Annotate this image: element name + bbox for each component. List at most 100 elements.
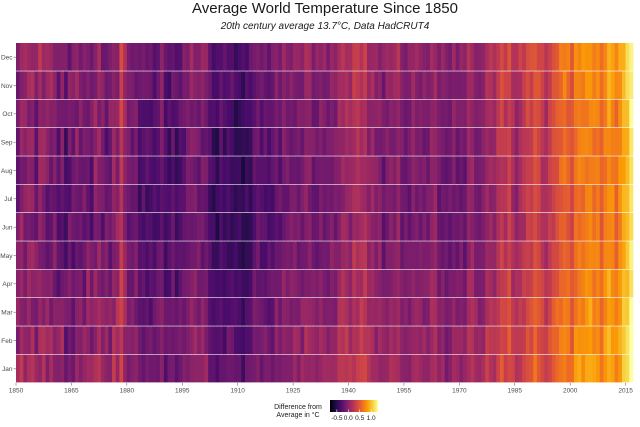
heatmap-cell [60,241,65,270]
heatmap-cell [100,354,106,383]
heatmap-cell [197,128,202,156]
heatmap-cell [466,213,471,241]
heatmap-cell [459,99,464,128]
heatmap-cell [555,326,560,355]
heatmap-cell [112,71,117,100]
heatmap-cell [559,241,564,270]
heatmap-cell [256,241,261,270]
heatmap-cell [584,184,590,213]
heatmap-cell [330,184,335,213]
heatmap-cell [573,213,578,241]
heatmap-cell [570,354,575,383]
heatmap-cell [16,156,21,185]
heatmap-cell [337,156,342,185]
heatmap-cell [60,128,65,156]
heatmap-cell [278,71,283,100]
heatmap-cell [130,184,135,213]
heatmap-cell [189,128,194,156]
heatmap-cell [149,184,154,213]
heatmap-cell [548,241,553,270]
heatmap-cell [16,241,21,270]
heatmap-cell [27,269,32,298]
heatmap-cell [555,184,560,213]
heatmap-cell [374,99,379,128]
heatmap-cell [49,99,54,128]
heatmap-cell [296,156,301,185]
heatmap-cell [263,326,268,355]
heatmap-cell [426,241,431,270]
heatmap-cell [344,213,349,241]
heatmap-cell [78,71,83,100]
heatmap-cell [533,71,538,100]
heatmap-cell [311,298,316,326]
heatmap-cell [614,71,619,100]
heatmap-cell [426,354,431,383]
heatmap-cell [296,128,301,156]
heatmap-cell [610,156,615,185]
heatmap-cell [49,213,54,241]
heatmap-cell [363,326,368,355]
heatmap-cell [104,326,109,355]
heatmap-cell [137,326,142,355]
heatmap-cell [322,298,327,326]
heatmap-cell [584,128,590,156]
heatmap-cell [551,213,556,241]
heatmap-cell [407,213,412,241]
heatmap-cell [311,99,316,128]
heatmap-cell [544,298,549,326]
heatmap-cell [551,99,556,128]
heatmap-cell [112,213,117,241]
heatmap-cell [60,326,65,355]
heatmap-cell [16,128,21,156]
heatmap-cell [259,71,264,100]
heatmap-cell [256,128,261,156]
heatmap-cell [318,99,324,128]
heatmap-cell [426,184,431,213]
heatmap-cell [485,71,490,100]
heatmap-cell [293,326,298,355]
heatmap-cell [411,241,416,270]
heatmap-cell [282,184,287,213]
heatmap-cell [189,298,194,326]
heatmap-cell [492,354,497,383]
heatmap-cell [603,99,608,128]
heatmap-cell [344,354,349,383]
heatmap-cell [352,99,357,128]
heatmap-cell [108,354,113,383]
heatmap-cell [459,71,464,100]
heatmap-cell [330,99,335,128]
heatmap-cell [97,326,102,355]
heatmap-cell [555,213,560,241]
heatmap-cell [16,298,21,326]
heatmap-cell [178,354,183,383]
heatmap-cell [256,354,261,383]
heatmap-cell [621,213,626,241]
heatmap-cell [112,43,117,71]
heatmap-cell [426,128,431,156]
heatmap-cell [573,156,578,185]
heatmap-cell [536,213,541,241]
heatmap-cell [618,326,623,355]
heatmap-cell [97,354,102,383]
heatmap-cell [466,156,471,185]
heatmap-cell [285,241,290,270]
heatmap-cell [411,43,416,71]
heatmap-cell [370,298,375,326]
heatmap-cell [470,71,475,100]
heatmap-cell [374,184,379,213]
x-tick-label: 1970 [452,388,467,395]
heatmap-cell [374,71,379,100]
heatmap-cell [185,43,190,71]
heatmap-cell [160,43,165,71]
heatmap-cell [100,128,106,156]
heatmap-cell [311,128,316,156]
heatmap-cell [618,354,623,383]
heatmap-cell [75,43,80,71]
heatmap-cell [267,156,272,185]
heatmap-cell [23,354,28,383]
heatmap-cell [429,43,434,71]
heatmap-cell [333,43,338,71]
heatmap-cell [614,184,619,213]
heatmap-cell [566,269,571,298]
heatmap-cell [485,156,490,185]
